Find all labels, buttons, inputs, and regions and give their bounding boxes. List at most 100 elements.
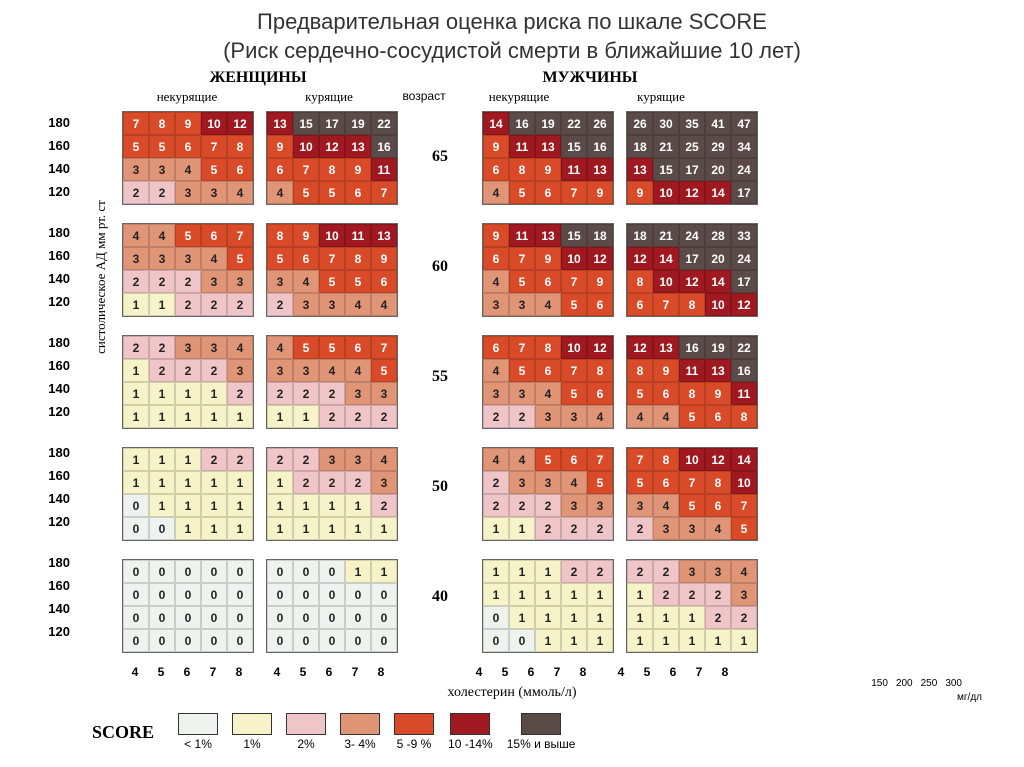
risk-cell: 4: [293, 270, 319, 293]
risk-cell: 19: [345, 112, 371, 135]
risk-cell: 13: [371, 224, 397, 247]
risk-cell: 9: [587, 270, 613, 293]
risk-cell: 3: [201, 270, 227, 293]
risk-grid: 131517192291012131667891145567: [266, 111, 398, 205]
risk-grid: 22334122231111211111: [122, 335, 254, 429]
risk-cell: 9: [535, 247, 561, 270]
cholesterol-axis: 45678456784567845678: [122, 665, 992, 679]
risk-cell: 5: [293, 181, 319, 204]
risk-cell: 14: [731, 448, 757, 471]
risk-cell: 3: [731, 583, 757, 606]
risk-cell: 1: [535, 583, 561, 606]
gender-headers: ЖЕНЩИНЫ МУЖЧИНЫ: [122, 69, 992, 87]
risk-cell: 34: [731, 135, 757, 158]
risk-cell: 3: [201, 181, 227, 204]
risk-cell: 5: [509, 270, 535, 293]
risk-cell: 14: [653, 247, 679, 270]
risk-cell: 1: [149, 448, 175, 471]
risk-cell: 2: [149, 336, 175, 359]
risk-cell: 1: [175, 448, 201, 471]
risk-cell: 2: [483, 471, 509, 494]
risk-cell: 3: [679, 517, 705, 540]
risk-cell: 3: [123, 247, 149, 270]
risk-cell: 4: [345, 359, 371, 382]
risk-cell: 3: [175, 247, 201, 270]
risk-cell: 7: [201, 135, 227, 158]
risk-cell: 3: [345, 382, 371, 405]
risk-cell: 5: [509, 181, 535, 204]
risk-cell: 1: [175, 405, 201, 428]
risk-cell: 13: [345, 135, 371, 158]
risk-cell: 6: [201, 224, 227, 247]
risk-cell: 3: [227, 270, 253, 293]
risk-cell: 0: [149, 629, 175, 652]
risk-cell: 3: [371, 471, 397, 494]
risk-cell: 1: [627, 606, 653, 629]
risk-cell: 2: [371, 494, 397, 517]
risk-cell: 0: [319, 629, 345, 652]
risk-cell: 6: [175, 135, 201, 158]
risk-cell: 7: [653, 293, 679, 316]
risk-cell: 12: [227, 112, 253, 135]
risk-cell: 3: [483, 382, 509, 405]
risk-cell: 2: [149, 359, 175, 382]
risk-cell: 7: [509, 336, 535, 359]
risk-cell: 1: [561, 629, 587, 652]
risk-cell: 2: [293, 471, 319, 494]
risk-cell: 5: [227, 247, 253, 270]
risk-cell: 9: [483, 224, 509, 247]
risk-cell: 4: [653, 494, 679, 517]
risk-cell: 8: [679, 382, 705, 405]
risk-cell: 6: [227, 158, 253, 181]
risk-cell: 9: [293, 224, 319, 247]
risk-cell: 5: [267, 247, 293, 270]
risk-cell: 4: [227, 181, 253, 204]
risk-cell: 5: [319, 336, 345, 359]
risk-cell: 6: [653, 382, 679, 405]
risk-cell: 0: [293, 560, 319, 583]
risk-cell: 0: [293, 583, 319, 606]
risk-cell: 1: [731, 629, 757, 652]
risk-cell: 6: [483, 247, 509, 270]
risk-cell: 12: [319, 135, 345, 158]
risk-cell: 17: [731, 181, 757, 204]
risk-cell: 1: [319, 517, 345, 540]
risk-cell: 1: [293, 517, 319, 540]
risk-cell: 0: [227, 560, 253, 583]
risk-cell: 16: [679, 336, 705, 359]
risk-cell: 9: [535, 158, 561, 181]
risk-cell: 0: [149, 560, 175, 583]
risk-cell: 4: [149, 224, 175, 247]
risk-cell: 2: [705, 606, 731, 629]
risk-cell: 0: [483, 606, 509, 629]
risk-cell: 0: [345, 629, 371, 652]
risk-cell: 0: [123, 560, 149, 583]
risk-cell: 0: [227, 606, 253, 629]
risk-cell: 10: [731, 471, 757, 494]
risk-cell: 9: [345, 158, 371, 181]
risk-cell: 1: [227, 405, 253, 428]
risk-cell: 3: [371, 382, 397, 405]
risk-cell: 0: [201, 629, 227, 652]
risk-cell: 3: [653, 517, 679, 540]
risk-cell: 6: [345, 336, 371, 359]
risk-cell: 6: [561, 448, 587, 471]
risk-cell: 6: [535, 359, 561, 382]
risk-cell: 1: [627, 583, 653, 606]
risk-cell: 6: [371, 270, 397, 293]
risk-cell: 3: [509, 382, 535, 405]
risk-cell: 10: [293, 135, 319, 158]
risk-cell: 0: [227, 583, 253, 606]
risk-cell: 2: [483, 494, 509, 517]
risk-grid: 89101113567893455623344: [266, 223, 398, 317]
risk-cell: 7: [293, 158, 319, 181]
risk-cell: 25: [679, 135, 705, 158]
risk-cell: 2: [483, 405, 509, 428]
risk-cell: 24: [731, 247, 757, 270]
risk-cell: 5: [679, 405, 705, 428]
legend-item: 3- 4%: [340, 713, 380, 751]
risk-cell: 0: [293, 606, 319, 629]
risk-cell: 2: [345, 405, 371, 428]
risk-cell: 13: [587, 158, 613, 181]
risk-cell: 7: [587, 448, 613, 471]
